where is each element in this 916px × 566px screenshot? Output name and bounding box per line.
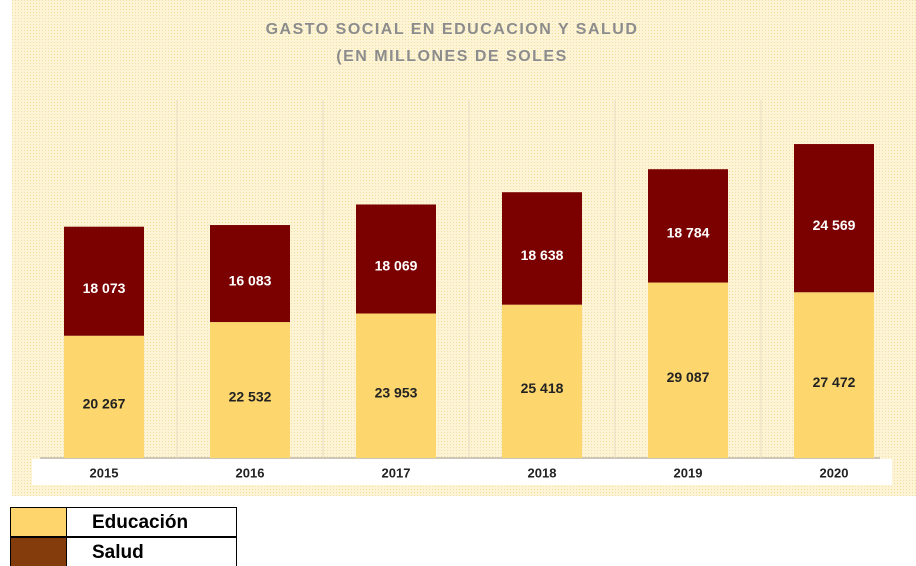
x-tick-label: 2017: [382, 465, 411, 480]
legend-label: Salud: [92, 542, 144, 563]
bar-segment: [794, 292, 874, 458]
data-label: 18 638: [521, 247, 564, 263]
x-tick-label: 2020: [820, 465, 849, 480]
bar-segment: [356, 204, 436, 314]
legend-label: Educación: [92, 512, 188, 533]
x-tick-label: 2019: [674, 465, 703, 480]
data-label: 18 069: [375, 258, 418, 274]
data-label: 22 532: [229, 389, 272, 405]
data-label: 18 073: [83, 280, 126, 296]
bar-segment: [64, 226, 144, 336]
legend-cell: [66, 507, 237, 537]
bar-segment: [502, 192, 582, 305]
bar-segment: [502, 304, 582, 458]
x-tick-label: 2016: [236, 465, 265, 480]
category-strip: [32, 459, 892, 485]
legend-swatch: [10, 507, 67, 537]
data-label: 29 087: [667, 369, 710, 385]
bar-segment: [648, 282, 728, 458]
bar-segment: [356, 313, 436, 458]
legend-swatch: [10, 537, 67, 566]
data-label: 16 083: [229, 272, 272, 288]
data-label: 18 784: [667, 225, 710, 241]
legend-cell: [66, 537, 237, 566]
chart-title: (EN MILLONES DE SOLES: [336, 48, 568, 65]
bar-segment: [210, 225, 290, 323]
data-label: 24 569: [813, 217, 856, 233]
data-label: 20 267: [83, 396, 126, 412]
bar-segment: [648, 169, 728, 283]
x-tick-label: 2018: [528, 465, 557, 480]
chart-title: GASTO SOCIAL EN EDUCACION Y SALUD: [266, 21, 639, 38]
x-tick-label: 2015: [90, 465, 119, 480]
data-label: 23 953: [375, 384, 418, 400]
data-label: 27 472: [813, 374, 856, 390]
chart-background: [12, 0, 916, 496]
data-label: 25 418: [521, 380, 564, 396]
bar-segment: [794, 144, 874, 293]
bar-segment: [64, 335, 144, 458]
bar-segment: [210, 322, 290, 458]
